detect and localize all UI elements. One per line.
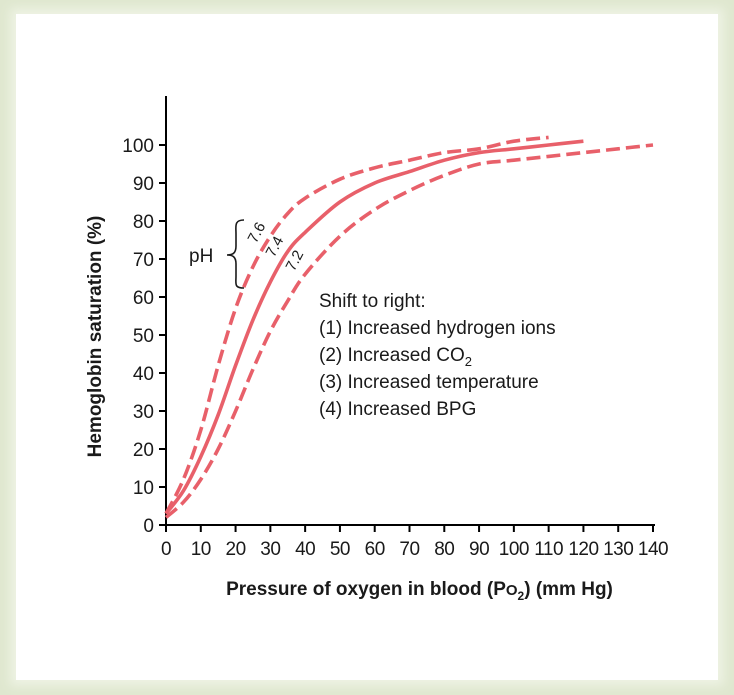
x-tick-label: 70 bbox=[399, 539, 419, 560]
oxygen-dissociation-chart: 0 10 20 30 40 50 60 70 80 90 100 0 10 20 30 40 50 60 70 80… bbox=[85, 96, 669, 603]
y-tick-label: 30 bbox=[133, 402, 154, 423]
x-ticks: 0 10 20 30 40 50 60 70 80 90 100 110 120 130 140 bbox=[161, 525, 669, 560]
ph-annotation: pH bbox=[189, 219, 245, 289]
x-tick-label: 10 bbox=[191, 539, 211, 560]
x-axis-label-sub2: 2 bbox=[518, 589, 525, 603]
x-tick-label: 60 bbox=[365, 539, 385, 560]
x-tick-label: 20 bbox=[226, 539, 246, 560]
annotation-item-text: (1) Increased hydrogen ions bbox=[319, 318, 556, 339]
shift-annotation: Shift to right: (1) Increased hydrogen io… bbox=[319, 291, 556, 420]
annotation-item: (1) Increased hydrogen ions bbox=[319, 318, 556, 339]
x-tick-label: 130 bbox=[603, 539, 633, 560]
y-tick-label: 70 bbox=[133, 250, 154, 271]
axis-labels: Hemoglobin saturation (%) Pressure of ox… bbox=[85, 216, 613, 603]
y-axis-label: Hemoglobin saturation (%) bbox=[85, 216, 106, 458]
x-tick-label: 100 bbox=[499, 539, 529, 560]
y-tick-label: 0 bbox=[143, 516, 154, 537]
ph-label: pH bbox=[189, 246, 213, 267]
ph-brace bbox=[226, 219, 245, 289]
y-tick-label: 10 bbox=[133, 478, 154, 499]
annotation-item: (4) Increased BPG bbox=[319, 399, 476, 420]
y-tick-label: 50 bbox=[133, 326, 154, 347]
y-tick-label: 40 bbox=[133, 364, 154, 385]
annotation-heading: Shift to right: bbox=[319, 291, 426, 312]
y-tick-label: 20 bbox=[133, 440, 154, 461]
x-tick-label: 140 bbox=[638, 539, 668, 560]
annotation-item: (2) Increased CO2 bbox=[319, 345, 472, 369]
x-tick-label: 0 bbox=[161, 539, 171, 560]
annotation-item-text: (4) Increased BPG bbox=[319, 399, 476, 420]
x-axis-label: Pressure of oxygen in blood (PO2) (mm Hg… bbox=[226, 579, 613, 603]
y-tick-label: 90 bbox=[133, 174, 154, 195]
curve-ph-7-2 bbox=[164, 143, 654, 519]
annotation-item-text: (2) Increased CO bbox=[319, 345, 465, 366]
x-axis-label-sub: O bbox=[506, 582, 518, 599]
annotation-item: (3) Increased temperature bbox=[319, 372, 539, 393]
annotation-item-text: (3) Increased temperature bbox=[319, 372, 539, 393]
x-tick-label: 120 bbox=[568, 539, 598, 560]
curve-ph-7-4 bbox=[164, 139, 584, 515]
annotation-item-subscript: 2 bbox=[465, 354, 472, 369]
x-tick-label: 30 bbox=[260, 539, 280, 560]
x-tick-label: 50 bbox=[330, 539, 350, 560]
x-axis-label-tail: ) (mm Hg) bbox=[524, 579, 613, 600]
y-tick-label: 100 bbox=[122, 136, 154, 157]
x-tick-label: 110 bbox=[534, 539, 563, 560]
y-tick-label: 80 bbox=[133, 212, 154, 233]
curve-ph-7-6 bbox=[164, 135, 549, 515]
figure-panel: 0 10 20 30 40 50 60 70 80 90 100 0 10 20 30 40 50 60 70 80… bbox=[16, 14, 718, 680]
x-tick-label: 90 bbox=[469, 539, 489, 560]
x-tick-label: 40 bbox=[295, 539, 315, 560]
y-tick-label: 60 bbox=[133, 288, 154, 309]
x-tick-label: 80 bbox=[434, 539, 454, 560]
y-ticks: 0 10 20 30 40 50 60 70 80 90 100 bbox=[122, 136, 166, 537]
x-axis-label-main: Pressure of oxygen in blood (P bbox=[226, 579, 506, 600]
